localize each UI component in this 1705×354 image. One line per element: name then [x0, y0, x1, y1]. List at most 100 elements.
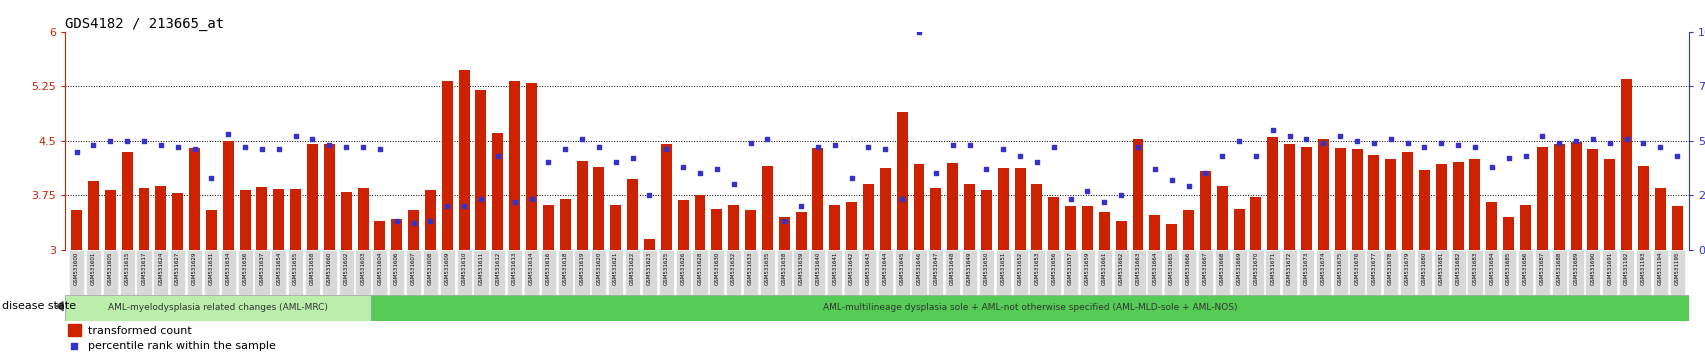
- Text: GSM531670: GSM531670: [1253, 252, 1258, 285]
- Bar: [694, 195, 706, 250]
- Text: GSM531690: GSM531690: [1589, 252, 1594, 285]
- Text: GSM531662: GSM531662: [1118, 252, 1124, 285]
- Point: [955, 142, 982, 148]
- Point: [147, 142, 174, 148]
- Bar: [726, 250, 742, 295]
- Point: [854, 144, 881, 150]
- Bar: [288, 250, 303, 295]
- Bar: [1436, 164, 1446, 250]
- Point: [972, 166, 999, 172]
- Text: GSM531659: GSM531659: [1084, 252, 1089, 285]
- Bar: [711, 209, 721, 250]
- Point: [63, 149, 90, 154]
- Point: [1207, 153, 1234, 159]
- Point: [1006, 153, 1033, 159]
- Bar: [1316, 139, 1328, 250]
- Text: GSM531650: GSM531650: [984, 252, 989, 285]
- Text: AML-myelodysplasia related changes (AML-MRC): AML-myelodysplasia related changes (AML-…: [107, 303, 327, 313]
- Bar: [1011, 250, 1026, 295]
- Text: GSM531660: GSM531660: [327, 252, 332, 285]
- Bar: [459, 70, 469, 250]
- Bar: [1166, 224, 1176, 250]
- Text: GSM531627: GSM531627: [176, 252, 181, 285]
- Bar: [643, 239, 655, 250]
- Bar: [1216, 186, 1228, 250]
- Bar: [945, 250, 960, 295]
- Text: GSM531645: GSM531645: [899, 252, 904, 285]
- Point: [585, 144, 612, 150]
- Text: GSM531678: GSM531678: [1388, 252, 1393, 285]
- Bar: [1315, 250, 1330, 295]
- Bar: [776, 250, 791, 295]
- Text: GSM531669: GSM531669: [1236, 252, 1241, 285]
- Bar: [1637, 166, 1649, 250]
- Bar: [155, 187, 167, 250]
- Point: [1192, 171, 1219, 176]
- Bar: [338, 250, 353, 295]
- Point: [264, 147, 292, 152]
- Bar: [1383, 250, 1398, 295]
- Text: GSM531192: GSM531192: [1623, 252, 1628, 285]
- Text: GSM531623: GSM531623: [646, 252, 651, 285]
- Text: GSM531620: GSM531620: [597, 252, 602, 285]
- Text: GSM531642: GSM531642: [849, 252, 854, 285]
- Point: [1326, 133, 1354, 139]
- Bar: [897, 112, 907, 250]
- Text: GSM531649: GSM531649: [967, 252, 972, 285]
- Point: [1292, 136, 1320, 141]
- Bar: [1366, 250, 1381, 295]
- Point: [332, 144, 360, 150]
- Bar: [963, 184, 975, 250]
- Bar: [912, 164, 924, 250]
- Bar: [389, 250, 404, 295]
- Bar: [1079, 250, 1095, 295]
- Text: GSM531610: GSM531610: [462, 252, 467, 285]
- Bar: [627, 179, 638, 250]
- Text: percentile rank within the sample: percentile rank within the sample: [87, 341, 275, 351]
- Bar: [136, 250, 152, 295]
- Bar: [373, 221, 385, 250]
- Bar: [876, 250, 892, 295]
- Point: [534, 160, 561, 165]
- Point: [130, 138, 157, 144]
- Point: [1427, 140, 1454, 146]
- Point: [668, 164, 696, 170]
- Bar: [1028, 250, 1043, 295]
- Bar: [1419, 170, 1429, 250]
- Point: [820, 142, 847, 148]
- Point: [1494, 155, 1521, 161]
- Bar: [425, 190, 436, 250]
- Text: GSM531667: GSM531667: [1202, 252, 1207, 285]
- Bar: [407, 210, 419, 250]
- Bar: [1603, 159, 1615, 250]
- Bar: [893, 250, 909, 295]
- Bar: [220, 250, 235, 295]
- Text: GSM531614: GSM531614: [529, 252, 534, 285]
- Text: GSM531618: GSM531618: [563, 252, 568, 285]
- Text: GSM531691: GSM531691: [1606, 252, 1611, 285]
- Bar: [846, 202, 856, 250]
- Text: GDS4182 / 213665_at: GDS4182 / 213665_at: [65, 17, 223, 31]
- Text: GSM531656: GSM531656: [1050, 252, 1055, 285]
- Point: [1410, 144, 1437, 150]
- Text: GSM531606: GSM531606: [394, 252, 399, 285]
- Bar: [508, 81, 520, 250]
- Bar: [172, 193, 182, 250]
- Text: GSM531688: GSM531688: [1555, 252, 1560, 285]
- Point: [1579, 136, 1606, 141]
- Bar: [641, 250, 656, 295]
- Bar: [1620, 79, 1632, 250]
- Point: [450, 203, 477, 209]
- Point: [1628, 140, 1656, 146]
- Bar: [1298, 250, 1313, 295]
- Bar: [997, 168, 1008, 250]
- Point: [551, 147, 578, 152]
- Bar: [355, 250, 370, 295]
- Point: [619, 155, 646, 161]
- Point: [1040, 144, 1067, 150]
- Bar: [810, 250, 825, 295]
- Text: GSM531644: GSM531644: [881, 252, 887, 285]
- Bar: [1384, 159, 1395, 250]
- Bar: [1417, 250, 1430, 295]
- Bar: [863, 184, 873, 250]
